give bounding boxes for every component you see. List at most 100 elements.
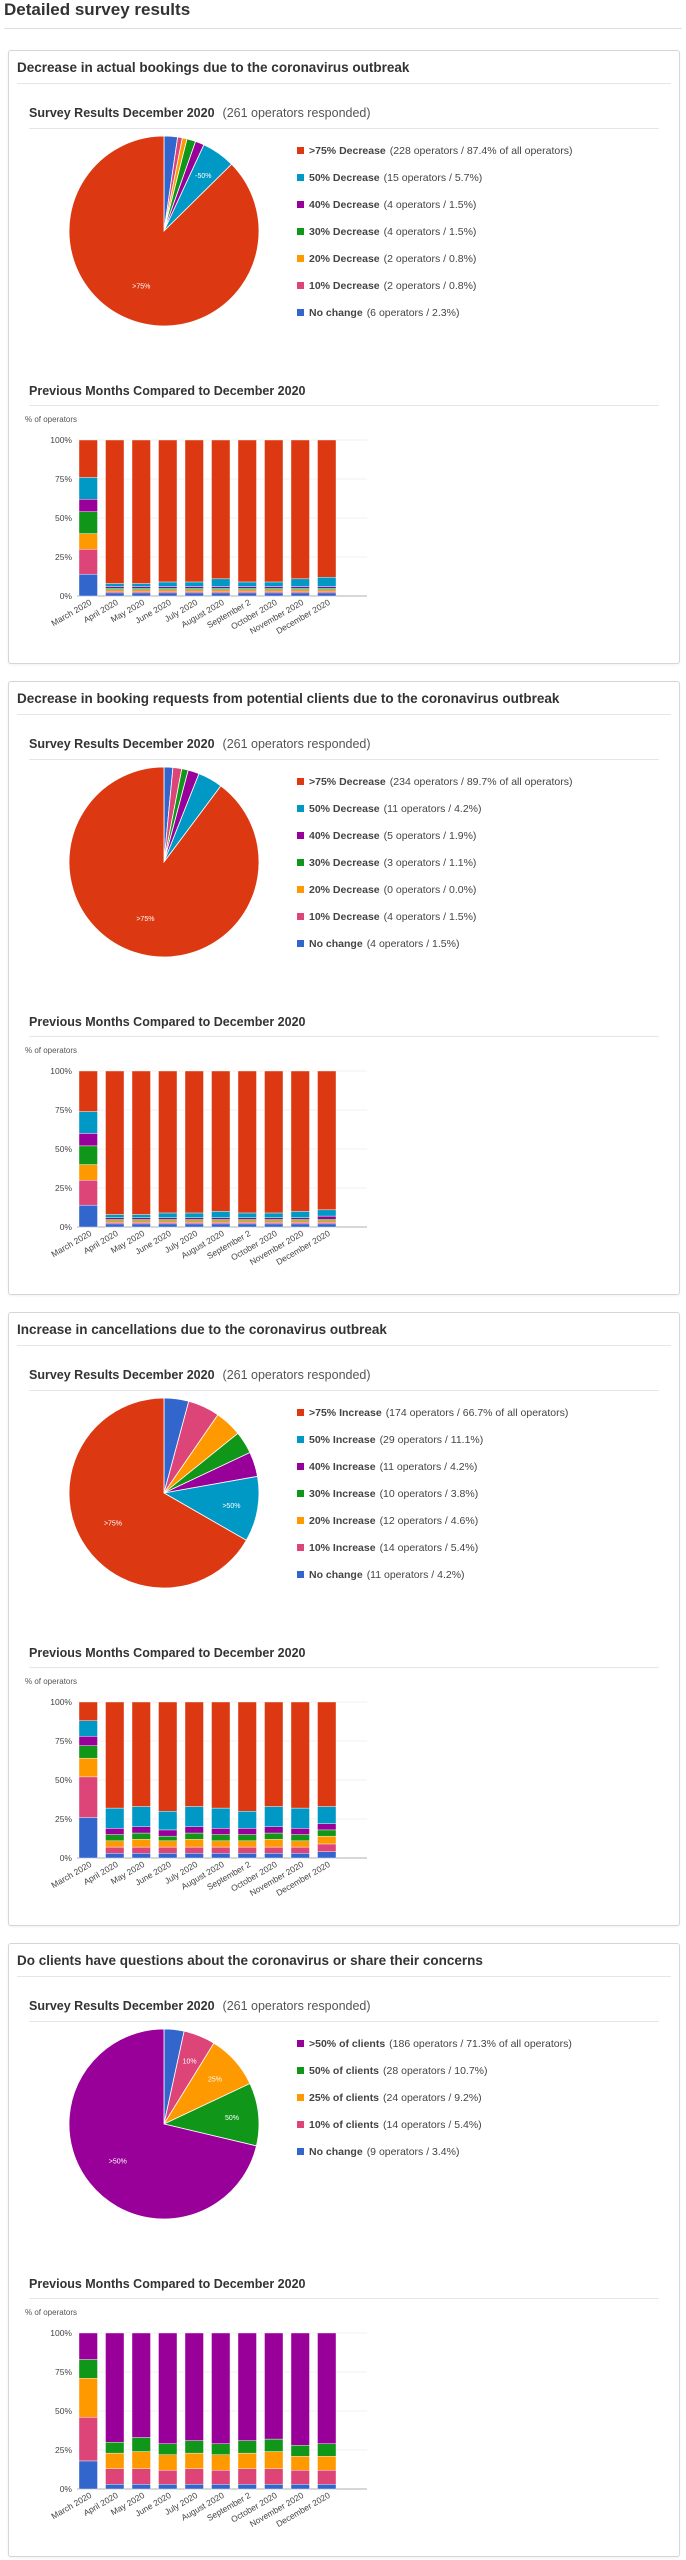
bar-segment — [158, 1222, 178, 1225]
bar-segment — [211, 2454, 231, 2471]
bar-segment — [237, 1853, 257, 1859]
bar-segment — [78, 1070, 98, 1112]
legend-item: >75% Decrease (228 operators / 87.4% of a… — [297, 137, 572, 164]
bar-segment — [290, 587, 310, 590]
legend-label: 20% Decrease — [309, 883, 380, 896]
legend-label: >75% Decrease — [309, 144, 386, 157]
bar-segment — [317, 2456, 337, 2471]
legend-label: 40% Decrease — [309, 198, 380, 211]
bar-segment — [184, 1217, 204, 1220]
bar-segment — [158, 1212, 178, 1218]
bar-segment — [78, 2460, 98, 2490]
legend-detail: (14 operators / 5.4%) — [379, 1541, 479, 1554]
y-tick-label: 100% — [50, 2328, 72, 2338]
section-divider — [29, 759, 659, 760]
survey-card: Increase in cancellations due to the cor… — [8, 1312, 680, 1926]
bar-segment — [131, 1220, 151, 1223]
bar-segment — [105, 2468, 125, 2485]
bar-segment — [211, 1220, 231, 1223]
legend-swatch — [297, 147, 304, 154]
y-tick-label: 50% — [55, 1775, 72, 1785]
bar-segment — [131, 1832, 151, 1840]
legend-detail: (4 operators / 1.5%) — [383, 198, 477, 211]
card-title: Do clients have questions about the coro… — [17, 1953, 483, 1968]
bar-segment — [158, 2332, 178, 2444]
bar-segment — [290, 1834, 310, 1842]
bar-segment — [184, 1839, 204, 1848]
bar-segment — [290, 1853, 310, 1859]
bar-segment — [131, 1222, 151, 1225]
bar-segment — [237, 1828, 257, 1835]
legend-swatch — [297, 2067, 304, 2074]
page-title: Detailed survey results — [4, 0, 191, 19]
bar-segment — [237, 1220, 257, 1223]
bar-segment — [211, 592, 231, 597]
legend-item: 40% Decrease (5 operators / 1.9%) — [297, 822, 572, 849]
legend-label: 25% of clients — [309, 2091, 380, 2104]
bar-segment — [131, 2468, 151, 2485]
bar-segment — [131, 587, 151, 590]
bar-segment — [78, 1736, 98, 1746]
bar-segment — [184, 1070, 204, 1214]
pie-slice — [162, 1475, 260, 1541]
survey-card: Do clients have questions about the coro… — [8, 1943, 680, 2557]
slice-label: -50% — [195, 173, 211, 180]
bar-segment — [317, 1218, 337, 1221]
bar-segment — [158, 2470, 178, 2485]
legend-item: 30% Decrease (3 operators / 1.1%) — [297, 849, 572, 876]
bar-segment — [78, 2359, 98, 2379]
pie-chart: >75% — [68, 766, 260, 958]
bar-segment — [184, 581, 204, 587]
legend-swatch — [297, 255, 304, 262]
bar-segment — [317, 2332, 337, 2444]
legend-detail: (10 operators / 3.8%) — [379, 1487, 479, 1500]
bar-segment — [290, 1846, 310, 1854]
bar-segment — [264, 2468, 284, 2485]
bar-segment — [290, 589, 310, 592]
bar-segment — [264, 1832, 284, 1840]
legend-item: 10% Increase (14 operators / 5.4%) — [297, 1534, 568, 1561]
bar-segment — [237, 1218, 257, 1221]
bar-segment — [317, 2484, 337, 2490]
bar-segment — [264, 1806, 284, 1828]
bar-segment — [264, 1853, 284, 1859]
bar-segment — [105, 2484, 125, 2490]
bar-segment — [290, 1807, 310, 1829]
legend-detail: (2 operators / 0.8%) — [383, 252, 477, 265]
legend-label: >50% of clients — [309, 2037, 386, 2050]
legend-label: 10% Increase — [309, 1541, 376, 1554]
bar-segment — [184, 1220, 204, 1223]
section-divider — [29, 128, 659, 129]
y-axis-label: % of operators — [25, 415, 77, 424]
slice-label: >50% — [109, 2159, 127, 2166]
legend-detail: (9 operators / 3.4%) — [366, 2145, 460, 2158]
legend-label: 10% of clients — [309, 2118, 380, 2131]
legend-label: 30% Decrease — [309, 225, 380, 238]
survey-results-heading: Survey Results December 2020 (261 operato… — [29, 1999, 371, 2013]
bar-segment — [264, 1222, 284, 1225]
bar-segment — [105, 591, 125, 594]
legend-swatch — [297, 778, 304, 785]
bar-segment — [78, 1776, 98, 1818]
bar-segment — [237, 1222, 257, 1225]
legend-label: 30% Decrease — [309, 856, 380, 869]
pie-chart: >50% >75% — [68, 1397, 260, 1589]
legend-item: 50% Decrease (15 operators / 5.7%) — [297, 164, 572, 191]
bar-segment — [105, 2452, 125, 2469]
legend-swatch — [297, 282, 304, 289]
bar-segment — [105, 1222, 125, 1225]
responded-count: (261 operators responded) — [222, 737, 371, 751]
bar-segment — [237, 2440, 257, 2454]
bar-segment — [211, 1211, 231, 1218]
bar-segment — [264, 439, 284, 583]
bar-segment — [290, 1222, 310, 1225]
bar-segment — [264, 1826, 284, 1834]
legend-swatch — [297, 2148, 304, 2155]
y-tick-label: 100% — [50, 435, 72, 445]
previous-months-heading: Previous Months Compared to December 202… — [29, 2277, 305, 2291]
legend-item: >75% Increase (174 operators / 66.7% of a… — [297, 1399, 568, 1426]
bar-segment — [158, 1223, 178, 1228]
bar-segment — [158, 1810, 178, 1831]
